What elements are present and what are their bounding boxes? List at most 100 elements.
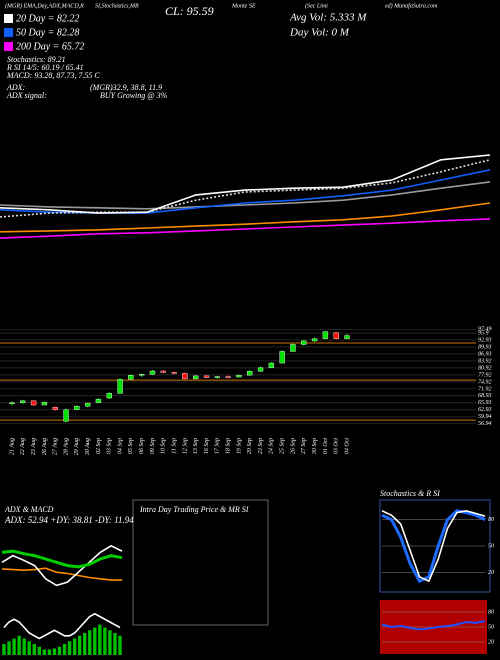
candle-body <box>257 367 264 372</box>
candle-body <box>95 398 102 403</box>
x-tick-label: 27 Aug <box>53 438 59 455</box>
header-text: (Sec Limi <box>305 2 328 9</box>
histogram-bar <box>27 641 31 655</box>
histogram-bar <box>2 644 6 655</box>
series-line <box>0 154 491 214</box>
histogram-bar <box>83 633 87 655</box>
candle-body <box>63 409 69 422</box>
x-tick-label: 28 Aug <box>63 438 69 455</box>
candle-body <box>52 407 58 410</box>
x-tick-label: 18 Sep <box>226 438 232 454</box>
y-tick-label: 77.92 <box>478 372 492 378</box>
candle-body <box>290 344 296 352</box>
histogram-bar <box>47 649 52 655</box>
x-tick-label: 27 Sep <box>301 438 307 454</box>
panel-title: Intra Day Trading Price & MR SI <box>139 505 249 514</box>
panel-title: Stochastics & R SI <box>380 489 440 498</box>
y-tick-label: 50 <box>488 543 494 549</box>
x-tick-label: 04 Sep <box>116 438 123 454</box>
x-tick-label: 26 Sep <box>290 438 296 454</box>
histogram-bar <box>98 624 102 655</box>
legend-label: 50 Day = 82.28 <box>16 27 79 38</box>
header-text: ed) MunafaSutra.com <box>385 2 438 9</box>
candle-body <box>20 400 26 403</box>
candle-body <box>41 401 48 406</box>
x-tick-label: 05 Sep <box>128 438 134 454</box>
x-tick-label: 04 Oct <box>343 438 350 454</box>
histogram-bar <box>88 630 92 655</box>
x-tick-label: 23 Sep <box>258 438 264 454</box>
legend-label: 200 Day = 65.72 <box>16 41 84 52</box>
candle-body <box>344 335 350 339</box>
x-tick-label: 03 Sep <box>107 438 113 454</box>
x-tick-label: 11 Sep <box>171 438 177 454</box>
x-tick-label: 09 Sep <box>150 438 156 454</box>
adx-label: ADX: <box>6 83 26 92</box>
x-tick-label: 29 Aug <box>74 438 80 455</box>
candle-body <box>117 379 123 394</box>
candle-body <box>9 402 15 405</box>
histogram-bar <box>17 635 21 655</box>
x-tick-label: 02 Sep <box>96 438 102 454</box>
histogram-bar <box>67 641 72 655</box>
series-line <box>1 549 123 569</box>
histogram-bar <box>42 649 47 655</box>
histogram-bar <box>12 638 16 655</box>
series-line <box>0 181 491 210</box>
header-text: (MGR) EMA,Day,ADX,MACD,R <box>5 2 84 9</box>
series-line <box>1 544 123 587</box>
candle-body <box>225 376 231 378</box>
histogram-bar <box>62 644 67 655</box>
adx-signal: BUY Growing @ 3% <box>100 91 168 100</box>
candle-body <box>74 405 80 410</box>
header-text: SI,Stochastics,MR <box>95 3 139 9</box>
x-tick-label: 19 Sep <box>236 438 242 454</box>
histogram-bar <box>118 635 122 655</box>
y-tick-label: 71.92 <box>478 386 492 392</box>
legend-swatch <box>4 42 13 51</box>
y-tick-label: 20 <box>488 639 494 645</box>
series-line <box>381 509 486 584</box>
header-text: Avg Vol: 5.333 M <box>289 12 367 24</box>
candle-body <box>149 370 156 375</box>
x-tick-label: 12 Sep <box>182 438 188 454</box>
y-tick-label: 74.92 <box>478 378 492 385</box>
y-tick-label: 68.93 <box>478 393 492 399</box>
x-tick-label: 21 Aug <box>9 438 15 455</box>
candle-body <box>160 370 166 373</box>
histogram-bar <box>103 627 107 655</box>
series-line <box>0 159 491 218</box>
y-tick-label: 50 <box>488 624 494 630</box>
candle-body <box>106 393 112 399</box>
y-tick-label: 62.93 <box>478 407 492 413</box>
candle-body <box>214 376 221 378</box>
histogram-bar <box>52 648 57 655</box>
x-tick-label: 25 Sep <box>280 438 286 454</box>
legend-swatch <box>4 14 13 23</box>
candle-body <box>84 402 91 407</box>
y-tick-label: 59.94 <box>478 413 492 420</box>
histogram-bar <box>7 641 11 655</box>
histogram-bar <box>22 638 26 655</box>
adx-signal-label: ADX signal: <box>6 91 47 100</box>
histogram-bar <box>57 646 62 655</box>
stat-text: Stochastics: 89.21 <box>7 55 66 64</box>
header-text: CL: 95.59 <box>165 4 214 18</box>
y-tick-label: 89.93 <box>478 344 492 350</box>
x-tick-label: 23 Aug <box>31 438 37 455</box>
candle-body <box>301 340 307 345</box>
x-tick-label: 03 Oct <box>334 438 340 454</box>
panel-subtitle: ADX: 52.94 +DY: 38.81 -DY: 11.94 <box>4 515 134 525</box>
series-line <box>381 509 486 583</box>
candle-body <box>247 371 253 376</box>
header-text: Monte SE <box>231 3 256 9</box>
adx-value: (MGR)32.9, 38.8, 11.9 <box>90 83 162 92</box>
x-tick-label: 01 Oct <box>323 438 329 454</box>
y-tick-label: 83.92 <box>478 358 492 364</box>
candle-body <box>279 351 285 364</box>
series-line <box>1 567 122 581</box>
series-line <box>381 620 486 631</box>
y-tick-label: 80 <box>488 609 494 615</box>
y-tick-label: 80.92 <box>478 365 492 371</box>
y-tick-label: 92.93 <box>478 337 492 343</box>
